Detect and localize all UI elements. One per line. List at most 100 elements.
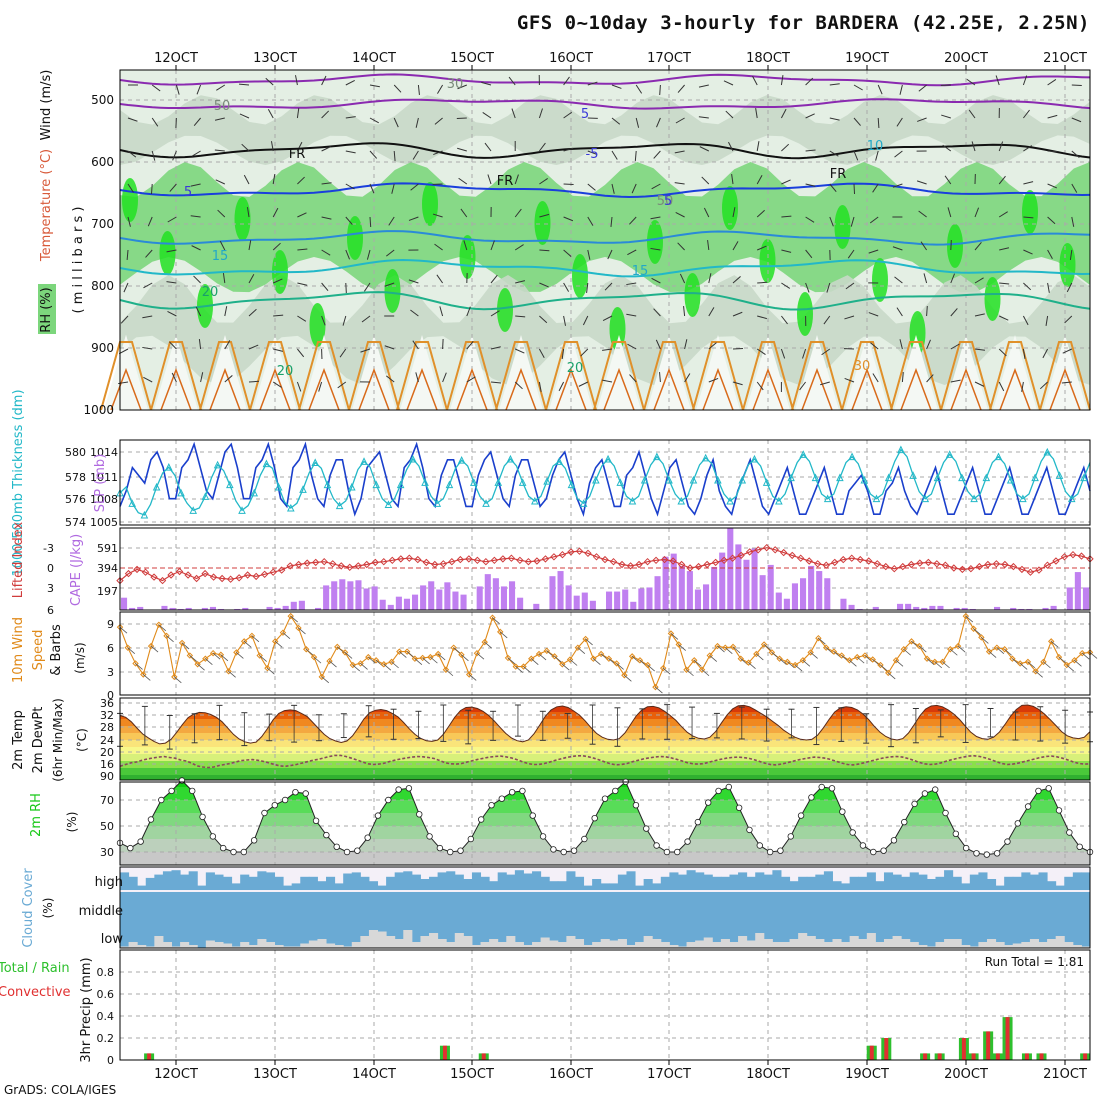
rh2m-point — [849, 829, 856, 836]
wind-barb — [490, 346, 501, 350]
rh2m-point — [374, 812, 382, 819]
thickness-point — [140, 510, 149, 519]
lifted-point — [311, 558, 320, 567]
cape-bar — [129, 607, 136, 610]
rh2m-point — [137, 838, 144, 845]
wind-barb — [415, 372, 419, 383]
rh2m-point — [508, 789, 516, 796]
wind-barb — [1023, 282, 1032, 291]
thickness-point — [213, 460, 222, 469]
wind-barb — [321, 110, 330, 119]
precip-total-label: Total / Rain — [0, 961, 70, 976]
surface-wind-barb — [965, 615, 974, 623]
lifted-point — [882, 562, 890, 571]
wind-barb — [941, 114, 951, 119]
thickness-point — [567, 480, 576, 489]
thickness-point — [604, 454, 612, 463]
wind-point — [729, 643, 737, 651]
cloud-high-bar — [265, 872, 276, 890]
cape-bar — [1018, 608, 1025, 610]
cloud-low-bar — [592, 942, 602, 948]
rh2m-point — [488, 802, 495, 809]
wind-barb — [582, 315, 589, 326]
cloud-high-bar — [523, 873, 533, 890]
wind-barb — [463, 240, 468, 251]
cape-bar — [751, 548, 758, 610]
wind-point — [1079, 649, 1086, 657]
cape-bar — [719, 552, 726, 610]
lifted-point — [677, 560, 686, 569]
wind-barb — [870, 342, 879, 350]
surface-wind-barb — [422, 657, 430, 665]
rh2m-point — [519, 787, 526, 795]
lifted-point — [431, 560, 439, 569]
temp-tick-20: 20 — [100, 746, 114, 759]
precip-tick-0.6: 0.6 — [97, 988, 115, 1001]
wind-barb — [563, 282, 570, 292]
cape-bar — [703, 584, 710, 610]
cape-bar — [492, 578, 499, 610]
wind-point — [334, 643, 341, 651]
wind-barb — [821, 348, 831, 356]
wind-barb — [683, 306, 686, 317]
rh2m-point — [735, 804, 743, 811]
wind-barb — [417, 84, 420, 95]
cape-bar — [1066, 587, 1073, 610]
thickness-point — [1031, 473, 1039, 482]
contour-30 — [940, 341, 992, 411]
wind-barb — [805, 216, 815, 223]
cape-bar — [290, 601, 297, 610]
lifted-point — [414, 555, 422, 564]
surface-cone — [253, 335, 297, 410]
cloud-low-bar — [180, 942, 190, 948]
wind-barb — [514, 381, 523, 390]
wind-point — [590, 655, 597, 662]
cloud-high-bar — [1029, 874, 1039, 890]
cloud-low-bar — [703, 937, 713, 948]
lifted-tick-0: 0 — [47, 562, 54, 575]
rh2m-point — [746, 826, 753, 834]
lifted-point — [524, 557, 533, 566]
cloud-low-bar — [892, 936, 902, 948]
surface-wind-barb — [150, 645, 159, 653]
lifted-point — [533, 557, 541, 565]
cloud-high-bar — [841, 883, 851, 890]
cloud-low-bar — [291, 946, 301, 948]
wind-point — [667, 630, 675, 637]
wind-barb — [295, 75, 298, 86]
cape-bar — [298, 600, 305, 610]
wind-barb — [651, 277, 661, 284]
wind-barb — [757, 315, 767, 320]
wind-point — [504, 654, 512, 662]
wind-barb — [321, 216, 332, 220]
rh-high-blob — [684, 273, 701, 317]
rh-legend-swatch — [38, 284, 56, 334]
wind-barb — [415, 117, 419, 128]
cloud-high-bar — [257, 871, 267, 890]
cloud-high-bar — [1055, 885, 1065, 890]
cape-bar — [209, 606, 216, 610]
cape-bar — [387, 604, 394, 610]
cloud-high-bar — [454, 874, 464, 890]
cloud-low-bar — [944, 939, 954, 948]
cape-bar — [428, 581, 435, 610]
cape-bar — [856, 608, 863, 610]
cloud-high-bar — [274, 876, 284, 890]
wind-point — [481, 638, 488, 646]
contour-label: 5 — [581, 107, 589, 122]
wind-point — [760, 641, 768, 648]
wind-point — [861, 652, 869, 659]
cape-bar — [379, 599, 386, 610]
cloud-low-bar — [557, 942, 567, 948]
wind-barb — [781, 179, 791, 185]
wind-barb — [511, 108, 516, 119]
lifted-point — [269, 568, 277, 576]
cloud-low-bar — [1012, 943, 1022, 948]
cloud-high-bar — [377, 885, 387, 890]
lifted-point — [728, 554, 737, 562]
rh2m-point — [302, 790, 309, 797]
cape-bar — [872, 606, 879, 610]
lifted-point — [1009, 562, 1018, 571]
wind-barb — [538, 381, 542, 392]
wind-point — [683, 666, 690, 673]
